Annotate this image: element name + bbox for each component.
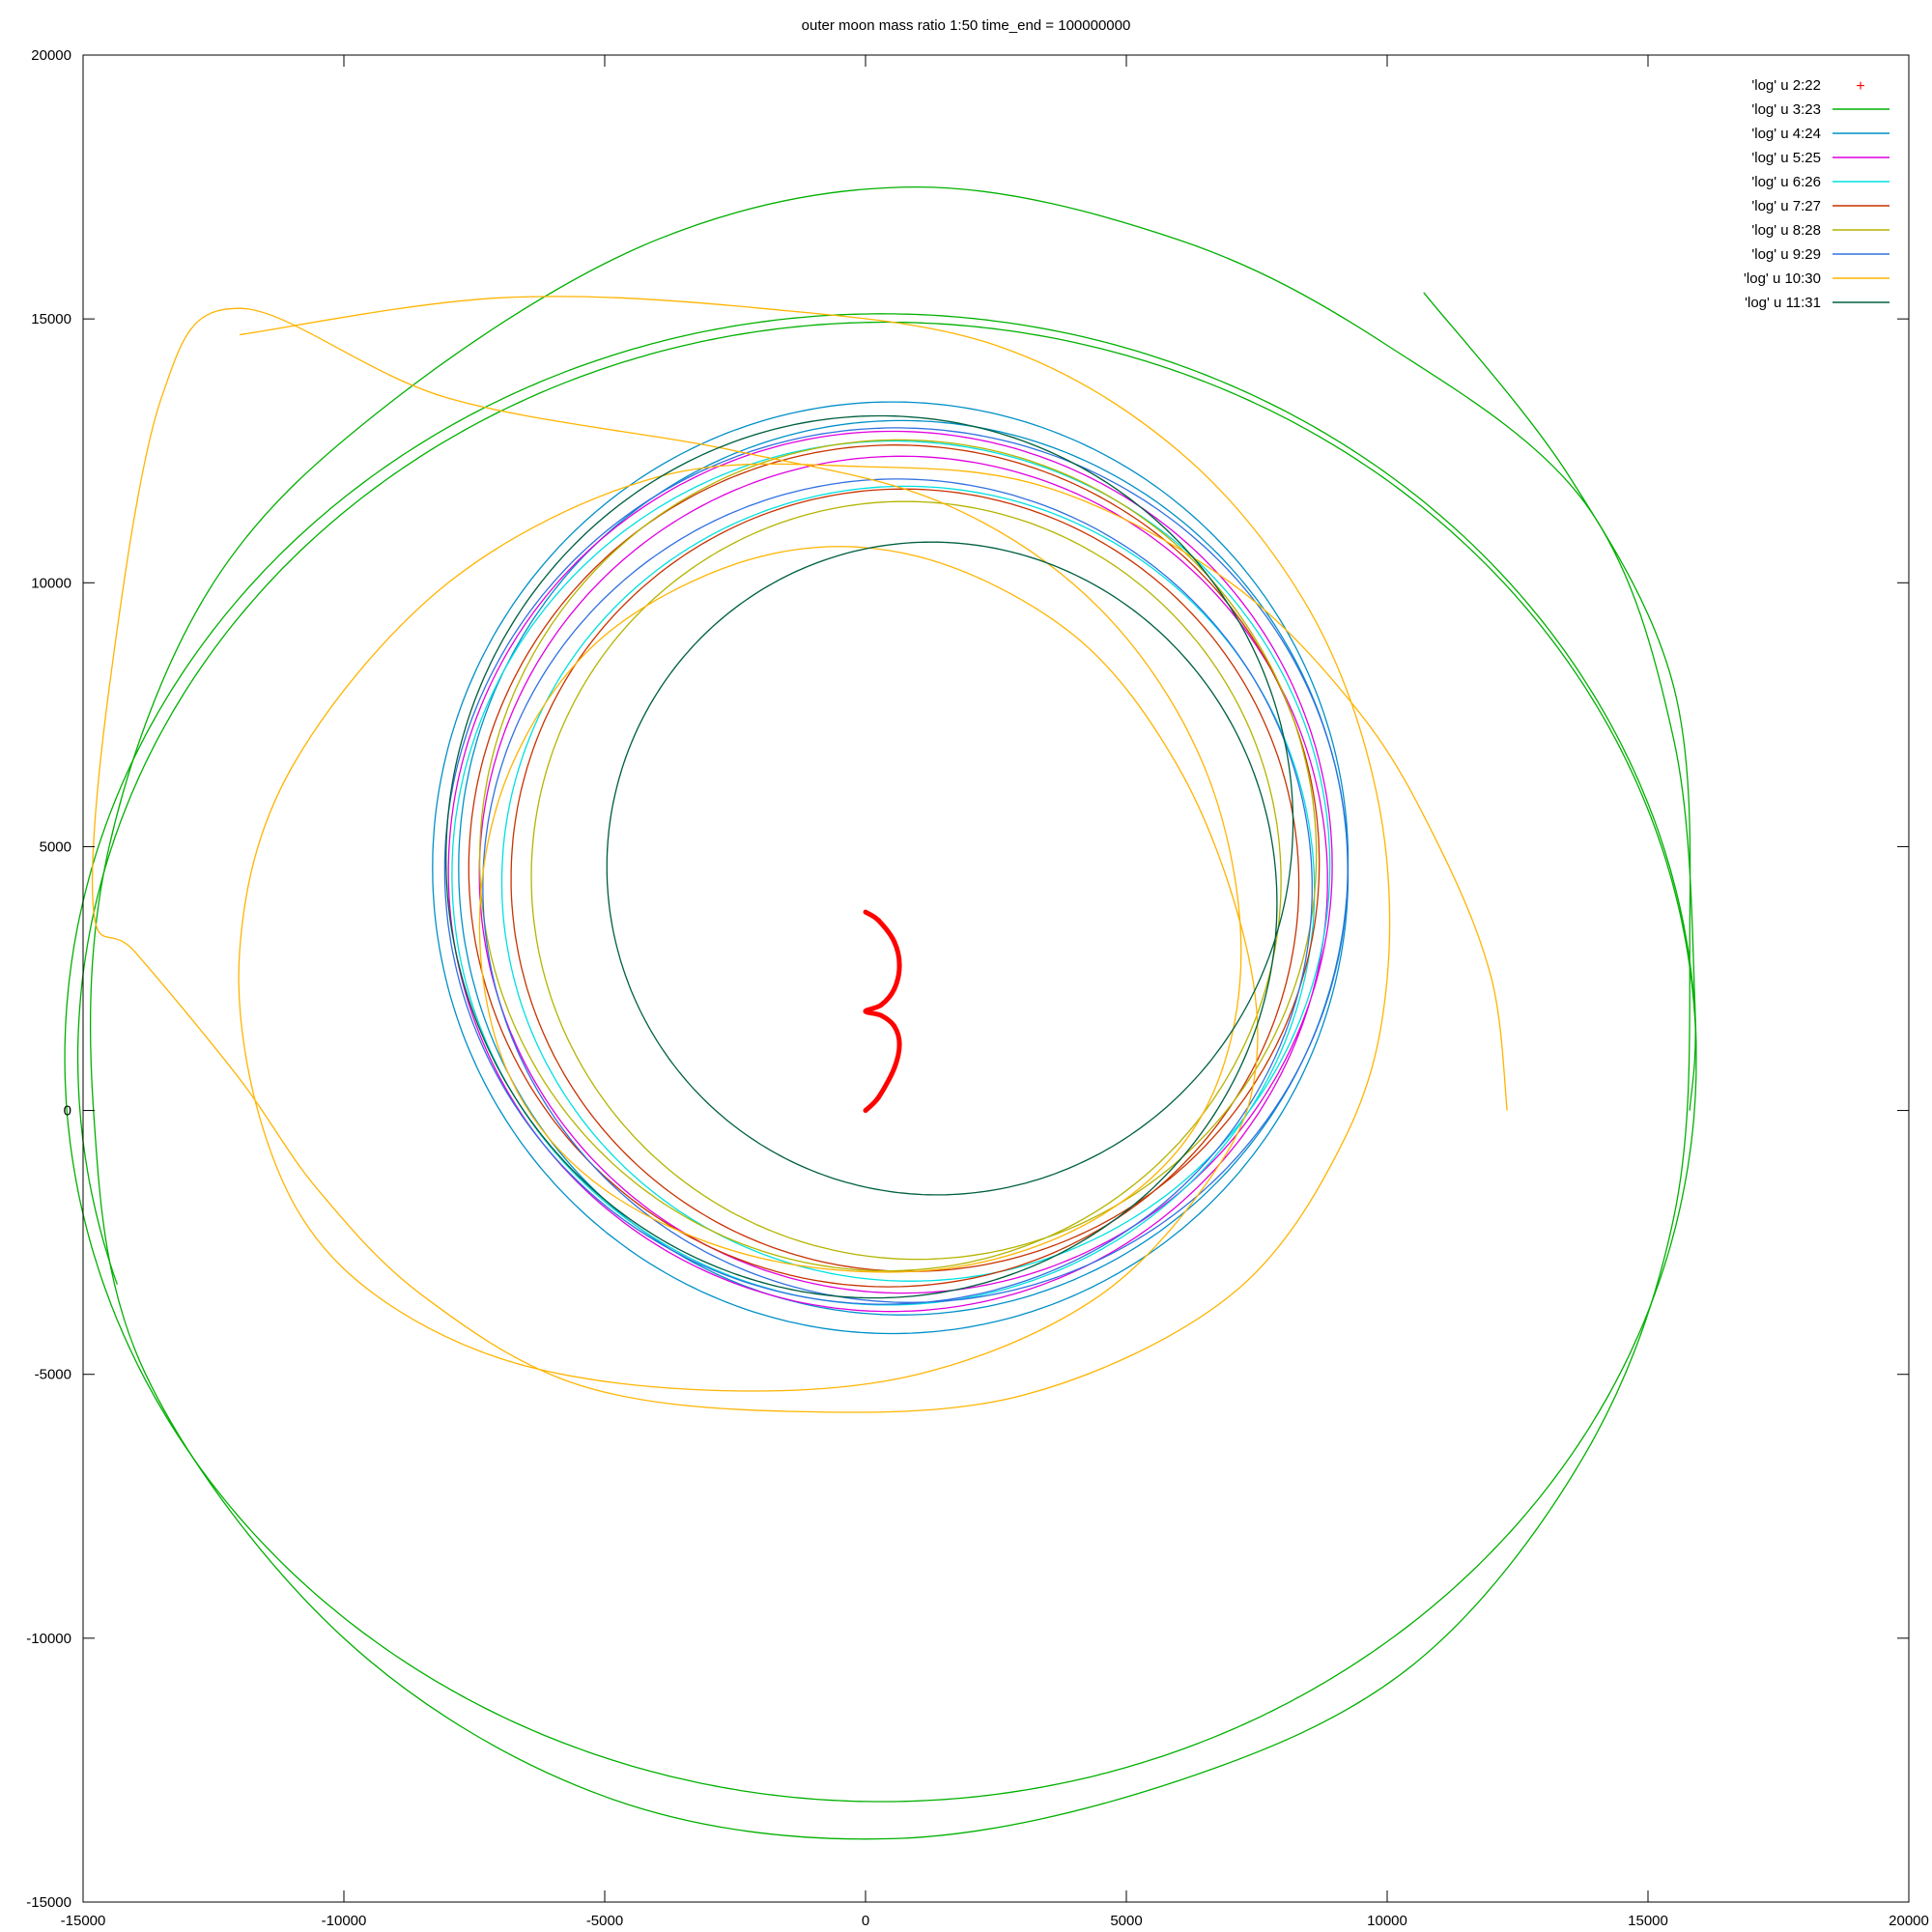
legend-label: 'log' u 6:26 <box>1751 174 1821 190</box>
y-tick-label: -15000 <box>26 1894 71 1911</box>
series-8 <box>443 427 1349 1305</box>
legend-label: 'log' u 9:29 <box>1751 246 1821 263</box>
series-3 <box>432 401 1350 1335</box>
data-point <box>896 962 902 968</box>
y-tick-label: 10000 <box>31 575 71 591</box>
series-line <box>445 414 1294 1299</box>
data-point <box>896 1041 902 1047</box>
x-tick-label: -5000 <box>586 1913 623 1929</box>
series-7 <box>478 439 1318 1272</box>
data-point <box>892 986 897 992</box>
y-tick-label: -5000 <box>35 1367 71 1383</box>
data-point <box>863 1108 868 1114</box>
data-point <box>876 1094 881 1100</box>
legend-label: 'log' u 8:28 <box>1751 222 1821 239</box>
series-layer <box>64 185 1697 1840</box>
x-tick-label: 15000 <box>1628 1913 1668 1929</box>
data-point <box>863 909 868 915</box>
y-axis: -15000 -10000 -5000 0 5000 10000 15000 20000 <box>26 47 1909 1911</box>
y-tick-label: 0 <box>64 1103 71 1120</box>
data-point <box>878 1002 884 1008</box>
x-axis: -15000 -10000 -5000 0 5000 10000 15000 20000 <box>61 55 1929 1929</box>
data-point <box>878 1012 884 1018</box>
y-tick-label: 20000 <box>31 47 71 64</box>
y-tick-label: 5000 <box>40 838 71 855</box>
legend-label: 'log' u 4:24 <box>1751 126 1821 142</box>
series-line <box>89 185 1696 1840</box>
series-6 <box>468 444 1321 1288</box>
data-point <box>892 1065 897 1071</box>
legend: 'log' u 2:22 + 'log' u 3:23 'log' u 4:24 'lo… <box>1744 77 1889 311</box>
x-tick-label: 20000 <box>1889 1913 1929 1929</box>
series-10 <box>445 414 1294 1299</box>
series-line <box>432 401 1350 1335</box>
legend-point-marker: + <box>1856 78 1864 95</box>
series-2 <box>64 185 1697 1840</box>
plot-frame <box>82 54 1910 1903</box>
x-tick-label: 0 <box>862 1913 869 1929</box>
x-tick-label: -15000 <box>61 1913 106 1929</box>
data-point <box>892 939 897 945</box>
series-line <box>64 313 1697 1803</box>
series-9 <box>91 296 1508 1413</box>
series-line <box>443 427 1349 1305</box>
x-tick-label: -10000 <box>322 1913 367 1929</box>
chart-title: outer moon mass ratio 1:50 time_end = 10… <box>802 17 1131 34</box>
y-tick-label: 15000 <box>31 311 71 327</box>
x-tick-label: 5000 <box>1110 1913 1142 1929</box>
legend-label: 'log' u 10:30 <box>1744 270 1821 287</box>
data-point <box>876 918 881 923</box>
series-1 <box>863 909 902 1114</box>
legend-label: 'log' u 3:23 <box>1751 101 1821 118</box>
series-line <box>91 296 1508 1413</box>
y-tick-label: -10000 <box>26 1631 71 1647</box>
data-point <box>863 1009 868 1014</box>
legend-label: 'log' u 7:27 <box>1751 198 1821 214</box>
legend-label: 'log' u 2:22 <box>1751 77 1821 94</box>
series-line <box>468 444 1321 1288</box>
legend-label: 'log' u 11:31 <box>1745 295 1821 311</box>
legend-label: 'log' u 5:25 <box>1751 150 1821 166</box>
x-tick-label: 10000 <box>1367 1913 1407 1929</box>
data-point <box>892 1023 897 1029</box>
series-line <box>478 439 1318 1272</box>
